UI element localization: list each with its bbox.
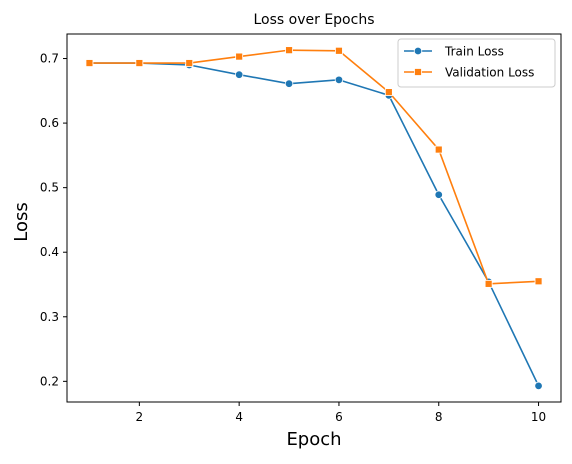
plot-frame: [66, 33, 562, 403]
data-point: [135, 59, 144, 67]
x-tick-label: 10: [531, 410, 546, 424]
legend-label: Validation Loss: [445, 66, 534, 80]
data-point: [335, 46, 343, 55]
series-layer: [85, 46, 543, 391]
x-tick-label: 4: [235, 410, 243, 424]
y-tick-label: 0.2: [40, 374, 59, 388]
series-validation-loss: [85, 46, 543, 288]
chart-legend: Train Loss Validation Loss: [397, 38, 556, 88]
x-tick-label: 6: [335, 410, 343, 424]
data-point: [534, 381, 543, 391]
data-point: [235, 52, 244, 61]
y-tick-label: 0.6: [40, 116, 59, 130]
y-axis-ticks: 0.2 0.3 0.4 0.5 0.6 0.7: [40, 52, 67, 388]
series-train-loss: [85, 58, 543, 391]
y-tick-label: 0.7: [40, 52, 59, 66]
y-axis-label: Loss: [11, 202, 32, 241]
data-point: [284, 79, 294, 88]
data-point: [434, 145, 443, 154]
data-point: [185, 59, 194, 67]
legend-swatch-marker: [414, 68, 422, 76]
data-point: [484, 279, 493, 288]
y-tick-label: 0.5: [40, 181, 59, 195]
data-point: [85, 59, 94, 67]
data-point: [434, 190, 443, 199]
x-axis-ticks: 2 4 6 8 10: [136, 402, 546, 424]
legend-item: Train Loss: [404, 45, 504, 59]
y-tick-label: 0.4: [40, 245, 59, 259]
x-tick-label: 2: [136, 410, 144, 424]
legend-swatch-marker: [413, 46, 423, 56]
y-tick-label: 0.3: [40, 310, 59, 324]
legend-label: Train Loss: [444, 45, 504, 59]
data-point: [334, 75, 344, 85]
series-line: [89, 62, 540, 387]
data-point: [234, 70, 244, 79]
legend-box: [397, 38, 556, 88]
data-point: [285, 46, 293, 55]
legend-item: Validation Loss: [404, 66, 534, 80]
x-axis-label: Epoch: [286, 429, 341, 450]
series-line: [89, 49, 539, 285]
data-point: [384, 88, 393, 97]
chart-title: Loss over Epochs: [254, 12, 375, 28]
x-tick-label: 8: [435, 410, 443, 424]
data-point: [534, 277, 543, 286]
